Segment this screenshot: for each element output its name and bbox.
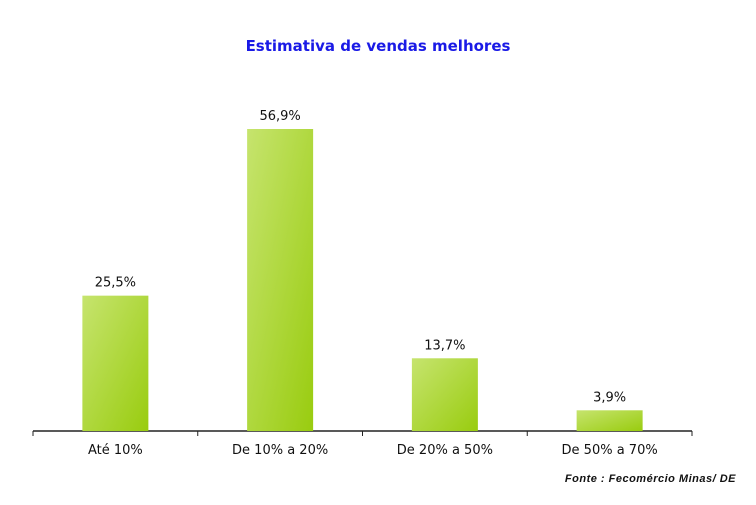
bar-3: [576, 410, 643, 431]
chart-title: Estimativa de vendas melhores: [245, 37, 511, 55]
bar-2: [411, 358, 478, 431]
data-label: 56,9%: [259, 109, 300, 124]
bar-1: [247, 129, 314, 431]
data-label: 3,9%: [593, 390, 626, 405]
source-note: Fonte : Fecomércio Minas/ DE: [564, 473, 736, 485]
category-label: De 50% a 70%: [562, 443, 658, 458]
category-label: Até 10%: [88, 443, 143, 458]
category-label: De 10% a 20%: [232, 443, 328, 458]
data-label: 25,5%: [95, 276, 136, 291]
category-label: De 20% a 50%: [397, 443, 493, 458]
bar-0: [82, 295, 149, 431]
data-label: 13,7%: [424, 338, 465, 353]
